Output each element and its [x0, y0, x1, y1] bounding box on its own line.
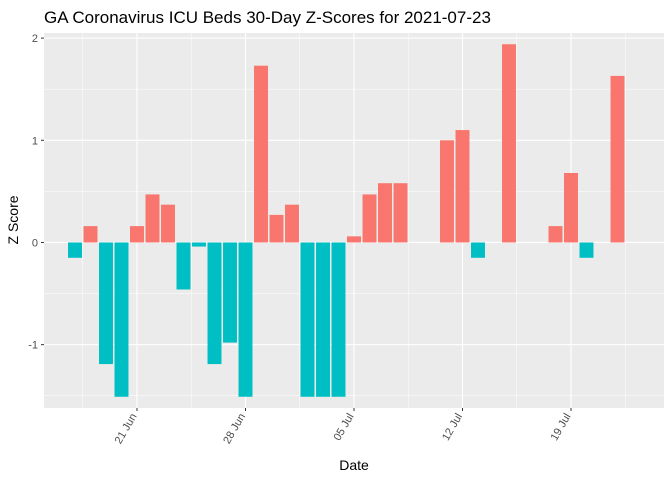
- x-tick-label: 19 Jul: [549, 412, 574, 443]
- bar: [130, 226, 144, 243]
- bar: [238, 242, 253, 397]
- bar: [393, 183, 408, 243]
- bar: [316, 242, 330, 397]
- bar: [269, 214, 284, 243]
- bar: [223, 242, 237, 343]
- bar: [145, 194, 160, 243]
- bar: [548, 226, 563, 243]
- bar: [362, 194, 377, 243]
- x-tick-label: 28 Jun: [221, 412, 248, 447]
- y-tick-label: -1: [28, 340, 38, 352]
- y-tick-label: 2: [32, 33, 38, 45]
- x-tick-label: 05 Jul: [332, 412, 357, 443]
- bar: [347, 236, 361, 243]
- y-tick-label: 1: [32, 135, 38, 147]
- bar: [161, 204, 175, 243]
- x-tick-label: 21 Jun: [113, 412, 140, 447]
- bar: [192, 242, 206, 247]
- grid-lines: [44, 33, 664, 408]
- bar: [471, 242, 485, 258]
- bar: [114, 242, 129, 397]
- bar: [440, 140, 454, 243]
- x-tick-label: 12 Jul: [440, 412, 465, 443]
- bars: [68, 44, 625, 397]
- y-axis: -1 0 1 2: [28, 33, 44, 352]
- bar: [610, 75, 625, 243]
- bar: [207, 242, 222, 365]
- bar: [579, 242, 594, 258]
- y-tick-label: 0: [32, 237, 38, 249]
- bar: [331, 242, 346, 397]
- bar: [68, 242, 82, 258]
- bar: [254, 65, 268, 243]
- y-axis-title: Z Score: [5, 195, 21, 244]
- x-axis-title: Date: [339, 457, 369, 473]
- bar: [300, 242, 315, 397]
- bar: [176, 242, 191, 290]
- bar: [455, 130, 470, 243]
- bar: [99, 242, 113, 365]
- bar: [285, 204, 299, 243]
- x-axis: 21 Jun 28 Jun 05 Jul 12 Jul 19 Jul: [113, 408, 574, 446]
- bar: [502, 44, 516, 243]
- bar: [378, 183, 392, 243]
- bar: [564, 172, 578, 243]
- bar: [83, 226, 98, 243]
- chart-title: GA Coronavirus ICU Beds 30-Day Z-Scores …: [44, 8, 491, 27]
